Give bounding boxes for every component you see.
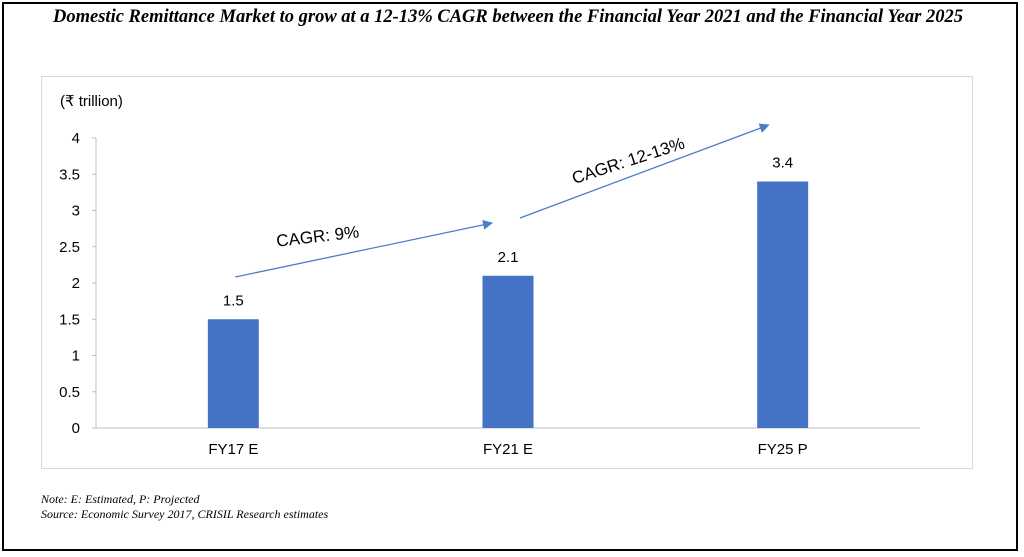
y-tick-label: 2.5 [59, 239, 80, 256]
y-tick-label: 4 [72, 130, 80, 147]
cagr-label: CAGR: 9% [275, 222, 360, 250]
x-tick-label: FY17 E [208, 441, 258, 458]
source-text: Source: Economic Survey 2017, CRISIL Res… [41, 507, 329, 521]
y-tick-label: 2 [72, 275, 80, 292]
y-tick-label: 1.5 [59, 311, 80, 328]
y-tick-label: 3.5 [59, 166, 80, 183]
cagr-label: CAGR: 12-13% [570, 134, 687, 188]
y-tick-label: 1 [72, 348, 80, 365]
y-tick-label: 3 [72, 203, 80, 220]
bar-value-label: 1.5 [223, 292, 244, 309]
y-tick-label: 0.5 [59, 384, 80, 401]
bar-value-label: 3.4 [772, 155, 793, 172]
chart-title: Domestic Remittance Market to grow at a … [53, 7, 963, 27]
y-unit-label: (₹ trillion) [60, 93, 123, 110]
bar-value-label: 2.1 [498, 249, 519, 266]
bar-fy25-p [757, 181, 809, 428]
x-tick-label: FY21 E [483, 441, 533, 458]
cagr-arrow [519, 123, 770, 219]
cagr-arrow [235, 219, 493, 278]
chart-notes: Note: E: Estimated, P: Projected Source:… [41, 492, 328, 522]
bar-fy17-e [207, 319, 259, 428]
chart-area [41, 76, 973, 469]
y-tick-label: 0 [72, 420, 80, 437]
note-text: Note: E: Estimated, P: Projected [41, 492, 200, 506]
x-tick-label: FY25 P [758, 441, 808, 458]
bar-fy21-e [482, 275, 534, 428]
